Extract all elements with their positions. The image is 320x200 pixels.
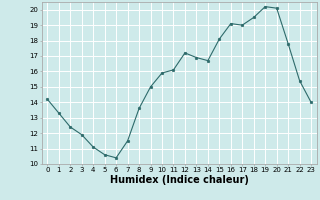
X-axis label: Humidex (Indice chaleur): Humidex (Indice chaleur) <box>110 175 249 185</box>
